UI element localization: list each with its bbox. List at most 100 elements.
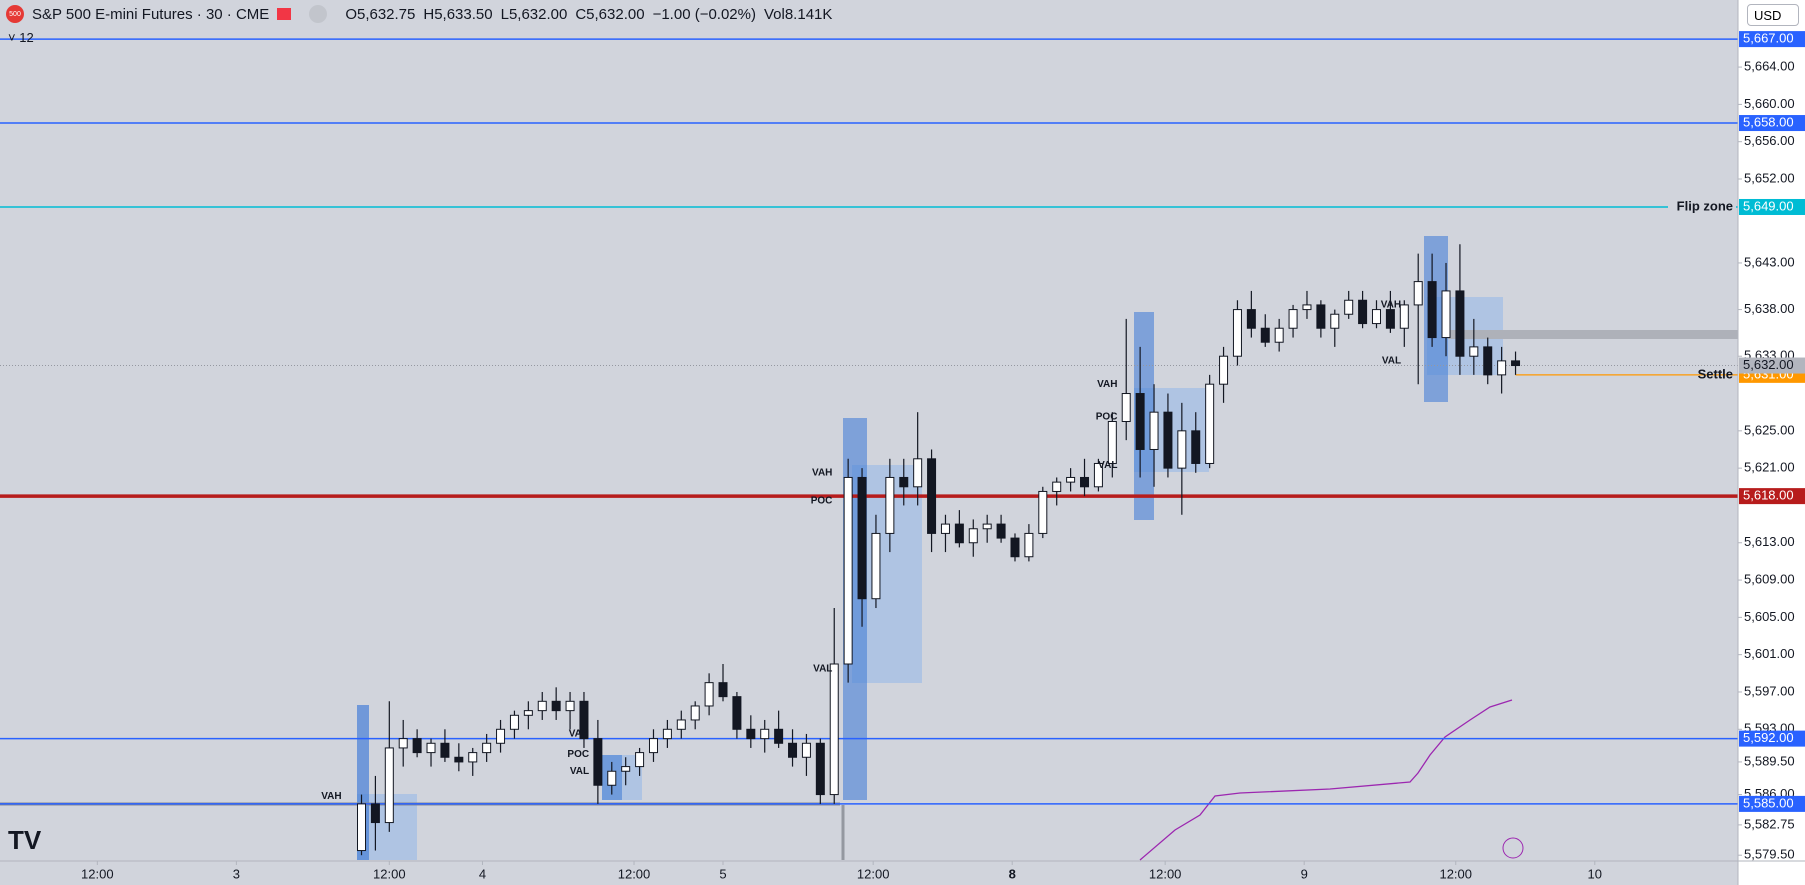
candle-body <box>1274 327 1284 343</box>
candle-body <box>857 476 867 600</box>
level-badge-label: 5,585.00 <box>1743 795 1794 810</box>
x-tick-label: 12:00 <box>1439 866 1472 881</box>
candle-body <box>1469 346 1479 357</box>
candle-body <box>662 728 672 740</box>
y-tick-label: 5,652.00 <box>1744 170 1795 185</box>
x-tick-label: 9 <box>1301 866 1308 881</box>
candle-body <box>384 747 394 824</box>
candle-body <box>454 756 464 763</box>
currency: USD <box>1754 7 1782 23</box>
candle-body <box>648 738 658 754</box>
y-tick-label: 5,643.00 <box>1744 254 1795 269</box>
candle-body <box>704 682 714 707</box>
y-tick-label: 5,589.50 <box>1744 753 1795 768</box>
candle-body <box>1358 299 1368 325</box>
profile-label: VAL <box>1382 356 1401 367</box>
settle-name: Settle <box>1698 366 1733 381</box>
candle-body <box>1177 430 1187 469</box>
candle-body <box>774 728 784 744</box>
ohlc-close: C5,632.00 <box>575 5 645 23</box>
y-tick-label: 5,609.00 <box>1744 571 1795 586</box>
candle-body <box>1135 393 1145 450</box>
candle-body <box>593 738 603 786</box>
ohlc-open: O5,632.75 <box>345 5 416 23</box>
candle-body <box>746 728 756 740</box>
level-badge-label: 5,618.00 <box>1743 488 1794 503</box>
market-status[interactable] <box>309 5 328 23</box>
zone <box>1448 330 1738 339</box>
y-tick-label: 5,664.00 <box>1744 59 1795 74</box>
candle-body <box>621 766 631 772</box>
candle-body <box>954 523 964 544</box>
y-tick-label: 5,605.00 <box>1744 609 1795 624</box>
candle-body <box>1302 304 1312 311</box>
candle-body <box>732 696 742 730</box>
level-badge <box>1739 488 1805 505</box>
candle-body <box>760 728 770 740</box>
symbol[interactable]: S&P 500 E-mini Futures · 30 · CME <box>32 5 270 23</box>
candle-body <box>1038 490 1048 534</box>
header: 500 S&P 500 E-mini Futures · 30 · CME O5… <box>0 0 832 28</box>
candle-body <box>1260 327 1270 343</box>
level-badge <box>1739 115 1805 132</box>
candle-body <box>412 738 422 754</box>
y-tick-label: 5,613.00 <box>1744 534 1795 549</box>
candle-body <box>1246 309 1256 329</box>
y-tick-label: 5,579.50 <box>1744 847 1795 862</box>
last-price-badge <box>1739 357 1805 374</box>
candle-body <box>1497 360 1507 376</box>
candle-body <box>1232 309 1242 357</box>
profile-label: VAL <box>1098 460 1117 471</box>
change: −1.00 (−0.02%) <box>652 5 756 23</box>
profile-label: VAL <box>570 766 589 777</box>
indicator-line <box>1139 699 1513 861</box>
profile-label: VAH <box>321 791 341 802</box>
candle-body <box>927 458 937 534</box>
candle-body <box>940 523 950 534</box>
profile-label: VAL <box>813 663 832 674</box>
candle-body <box>1093 462 1103 488</box>
flag[interactable] <box>277 8 292 20</box>
profile-label: VAH <box>812 467 832 478</box>
indicator-toggle[interactable]: ˅ 12 <box>8 30 34 45</box>
profile-label: POC <box>567 749 589 760</box>
level-badge-label: 5,667.00 <box>1743 31 1794 46</box>
level-badge-label: 5,592.00 <box>1743 730 1794 745</box>
level-badge <box>1739 730 1805 747</box>
candle-body <box>1385 309 1395 329</box>
x-tick-label: 12:00 <box>81 866 114 881</box>
candle-body <box>829 663 839 796</box>
alert-icon[interactable] <box>1502 837 1524 859</box>
y-tick-label: 5,597.00 <box>1744 683 1795 698</box>
candle-body <box>426 742 436 754</box>
y-tick-label: 5,660.00 <box>1744 96 1795 111</box>
currency-select[interactable]: USD <box>1747 4 1799 26</box>
candle-body <box>1483 346 1493 376</box>
x-tick-label: 5 <box>719 866 726 881</box>
profile-label: VAH <box>1097 379 1117 390</box>
candle-body <box>1121 393 1131 423</box>
candle-body <box>1010 537 1020 558</box>
candle-body <box>1080 476 1090 488</box>
candle-body <box>1330 313 1340 329</box>
candle-body <box>370 803 380 824</box>
candle-body <box>885 476 895 534</box>
candle-body <box>1371 309 1381 325</box>
candle-body <box>1316 304 1326 329</box>
candle-body <box>398 738 408 749</box>
candle-body <box>635 752 645 768</box>
candle-body <box>1024 532 1034 558</box>
last-price-badge-label: 5,632.00 <box>1743 357 1794 372</box>
y-tick-label: 5,601.00 <box>1744 646 1795 661</box>
candle-body <box>1191 430 1201 464</box>
candle-body <box>357 803 367 852</box>
candle-body <box>509 714 519 730</box>
volume: Vol8.141K <box>763 5 833 23</box>
candle-body <box>523 710 533 716</box>
candle-body <box>690 705 700 721</box>
level-badge-label: 5,658.00 <box>1743 114 1794 129</box>
x-tick-label: 12:00 <box>373 866 406 881</box>
level-badge <box>1739 198 1805 215</box>
